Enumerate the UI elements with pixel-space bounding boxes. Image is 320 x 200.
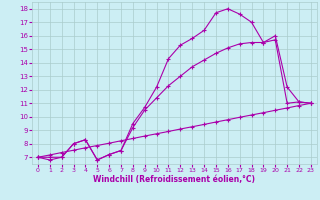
X-axis label: Windchill (Refroidissement éolien,°C): Windchill (Refroidissement éolien,°C) xyxy=(93,175,255,184)
